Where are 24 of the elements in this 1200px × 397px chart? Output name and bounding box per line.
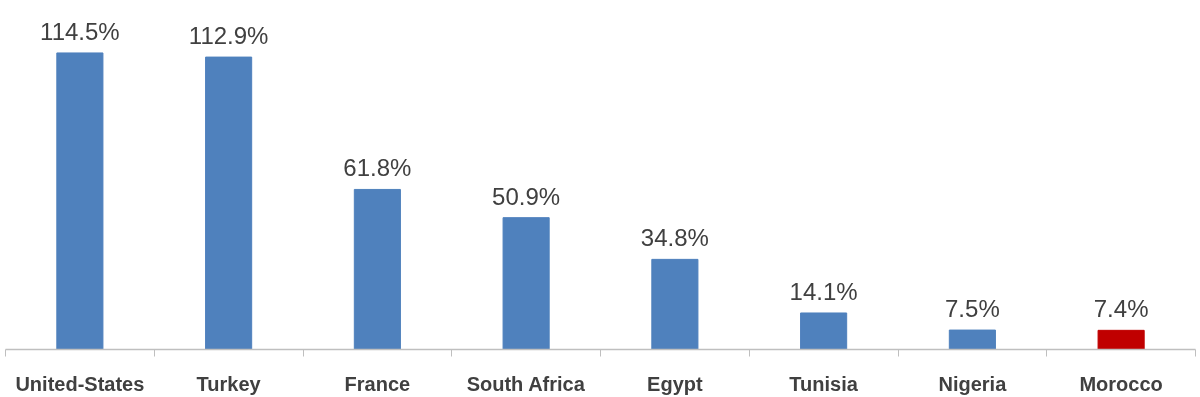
x-tick-label: South Africa	[466, 372, 586, 395]
x-tick-label: United-States	[15, 372, 145, 395]
data-label: 14.1%	[789, 277, 858, 305]
x-tick-label: Egypt	[647, 372, 703, 395]
bar	[800, 312, 848, 350]
x-tick-label: Morocco	[1079, 372, 1163, 395]
bar	[502, 217, 550, 350]
x-tick-label: France	[344, 372, 411, 395]
x-tick-label: Nigeria	[938, 372, 1008, 395]
bar	[205, 56, 253, 350]
data-label: 34.8%	[640, 224, 709, 252]
bar	[353, 188, 401, 350]
bar	[651, 258, 699, 350]
x-tick-label: Tunisia	[789, 372, 859, 395]
data-label: 61.8%	[343, 154, 412, 182]
data-label: 112.9%	[188, 22, 269, 50]
bar	[1097, 329, 1145, 350]
x-tick-label: Turkey	[196, 372, 262, 395]
data-label: 50.9%	[492, 182, 561, 210]
data-label: 114.5%	[40, 17, 120, 45]
bar	[948, 329, 996, 350]
bar	[56, 52, 104, 350]
data-label: 7.5%	[945, 295, 1000, 323]
data-label: 7.4%	[1093, 295, 1149, 323]
